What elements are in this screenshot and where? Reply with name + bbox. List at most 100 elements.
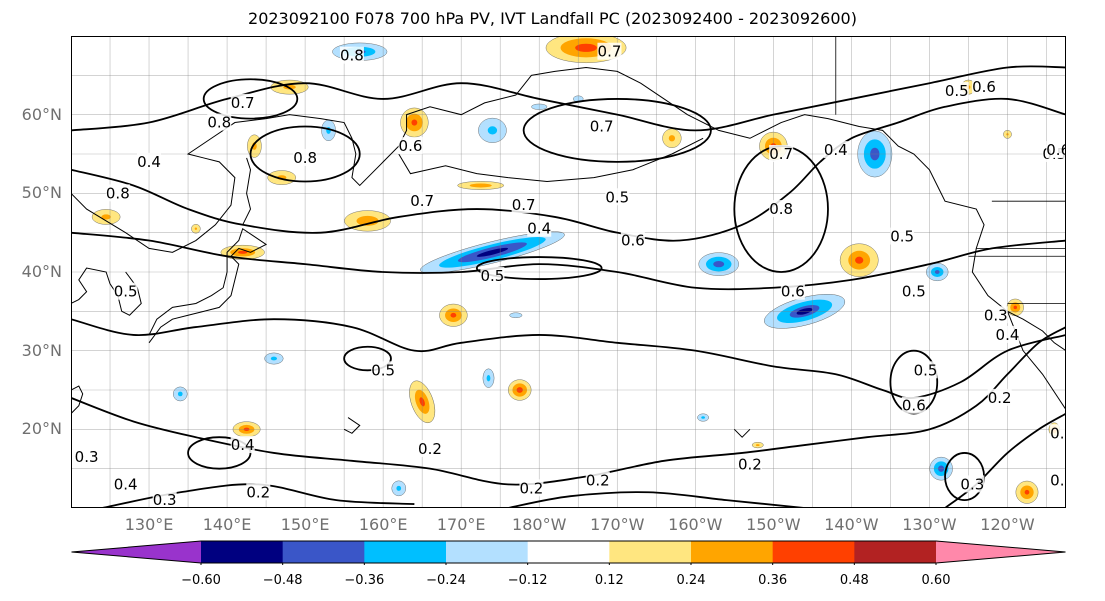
- contour-label-halo: [105, 184, 130, 202]
- contour-label: 0.2: [520, 479, 544, 497]
- pv-anomaly-blob: [509, 312, 523, 318]
- colorbar-tick-label: −0.36: [344, 573, 385, 588]
- pv-anomaly-level: [469, 183, 492, 188]
- colorbar-tick-label: −0.12: [507, 573, 548, 588]
- map-panel: 0.80.70.80.80.60.70.70.7 0.7 0.50.40.60.70…: [71, 36, 1066, 508]
- longitude-label: 130°E: [124, 515, 174, 534]
- pv-anomaly-level: [1013, 305, 1018, 310]
- contour-label-halo: [410, 192, 435, 210]
- pv-anomaly-blob: [697, 413, 709, 422]
- contour-label-halo: [417, 440, 442, 457]
- colorbar-extend-low: [71, 541, 201, 563]
- pv-anomaly-level: [101, 214, 111, 220]
- pv-anomaly-blob: [478, 117, 507, 143]
- pv-anomaly-level: [238, 250, 248, 254]
- colorbar-segment: [282, 541, 365, 563]
- contour-label: 0.7: [769, 145, 793, 163]
- contour-label-halo: [589, 117, 614, 135]
- colorbar-tick-label: 0.48: [839, 573, 869, 588]
- pv-anomaly-level: [713, 260, 725, 268]
- ivt-contour-loop: [475, 256, 603, 280]
- contour-label-halo: [527, 219, 552, 237]
- contour-label-halo: [339, 46, 364, 64]
- contour-label-halo: [983, 306, 1008, 324]
- colorbar-segment: [527, 541, 610, 563]
- colorbar-segment: [854, 541, 937, 563]
- contour-label-halo: [597, 42, 622, 60]
- contour-label: 0.2: [988, 389, 1012, 407]
- pv-anomaly-blob: [482, 368, 495, 388]
- longitude-label: 160°W: [668, 515, 723, 534]
- colorbar-tick-label: 0.24: [676, 573, 706, 588]
- contour-label: 0.7: [598, 43, 622, 61]
- contour-label: 0.8: [769, 200, 793, 218]
- contour-label-layer: 0.80.70.80.80.60.70.70.7 0.7 0.50.40.60.70…: [74, 42, 1066, 508]
- contour-label-halo: [1046, 141, 1066, 159]
- contour-label-halo: [137, 152, 162, 170]
- colorbar-segment: [609, 541, 692, 563]
- contour-label: 0.3: [153, 491, 177, 508]
- pv-anomaly-fill-layer: [91, 36, 1060, 504]
- contour-label: 0.3: [984, 306, 1008, 324]
- coastline: [343, 417, 361, 434]
- colorbar-segment: [446, 541, 529, 563]
- coastline: [71, 385, 84, 414]
- contour-label: 0.2: [246, 483, 270, 501]
- longitude-label: 150°E: [280, 515, 330, 534]
- contour-label: 0.2: [738, 456, 762, 474]
- pv-anomaly-level: [1024, 489, 1030, 495]
- contour-label: 0.0: [1050, 424, 1066, 442]
- contour-label-halo: [511, 196, 536, 214]
- colorbar-tick-label: −0.24: [426, 573, 466, 588]
- pv-anomaly-level: [701, 416, 705, 419]
- contour-label-halo: [944, 82, 969, 100]
- contour-label-halo: [152, 491, 177, 508]
- contour-label: 0.8: [207, 114, 231, 132]
- contour-label: 0.6: [1046, 141, 1066, 159]
- colorbar-tick-label: −0.48: [262, 573, 303, 588]
- ivt-contour-loop: [202, 78, 299, 120]
- contour-label: 0.5: [605, 188, 629, 206]
- contour-label: 0.7: [512, 196, 536, 214]
- pv-anomaly-level: [356, 215, 379, 226]
- latitude-label: 20°N: [21, 419, 62, 439]
- colorbar-segment: [364, 541, 447, 563]
- contour-label: 0.5: [914, 361, 938, 379]
- ivt-contour-line: [507, 491, 805, 508]
- contour-label: 0.6: [902, 397, 926, 415]
- coastline: [71, 66, 1066, 352]
- colorbar-segment: [201, 541, 284, 563]
- longitude-label: 160°E: [358, 515, 408, 534]
- contour-label-halo: [605, 188, 630, 206]
- pv-anomaly-level: [177, 391, 183, 397]
- pv-anomaly-level: [668, 135, 676, 142]
- contour-label-halo: [519, 479, 544, 497]
- contour-label: 0.4: [137, 153, 161, 171]
- contour-label: 0.8: [293, 149, 317, 167]
- contour-label-halo: [230, 93, 255, 111]
- contour-label-halo: [371, 361, 396, 379]
- contour-label: 0.2: [586, 471, 610, 489]
- colorbar-tick-label: −0.60: [181, 573, 221, 588]
- pv-anomaly-blob: [439, 303, 468, 327]
- pv-anomaly-blob: [457, 181, 504, 190]
- colorbar: [71, 540, 1066, 565]
- pv-anomaly-blob: [420, 231, 565, 274]
- contour-label: 0.6: [781, 283, 805, 301]
- pv-anomaly-blob: [751, 442, 764, 449]
- pv-anomaly-level: [487, 126, 498, 135]
- pv-anomaly-blob: [267, 170, 296, 185]
- pv-anomaly-level: [575, 43, 597, 52]
- colorbar-segment: [691, 541, 774, 563]
- coastline: [733, 428, 751, 438]
- contour-label-halo: [398, 137, 423, 155]
- contour-label: 0.5: [480, 267, 504, 285]
- map-title: 2023092100 F078 700 hPa PV, IVT Landfall…: [248, 9, 857, 28]
- pv-anomaly-blob: [264, 352, 284, 365]
- ivt-contour-layer: [71, 65, 1066, 508]
- contour-label: 0.2: [418, 440, 442, 458]
- pv-anomaly-level: [509, 312, 523, 318]
- contour-label: 0.4: [231, 436, 255, 454]
- contour-label-halo: [780, 282, 805, 300]
- contour-label-halo: [737, 455, 762, 473]
